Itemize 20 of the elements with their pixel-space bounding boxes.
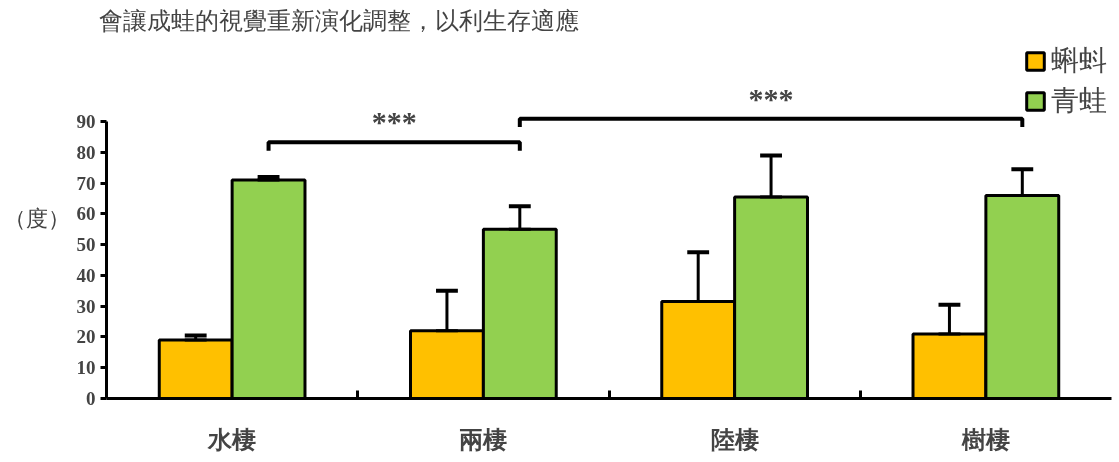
y-tick-label: 70 xyxy=(76,172,96,194)
x-tick-label: 兩棲 xyxy=(459,426,508,453)
chart-title: 會讓成蛙的視覺重新演化調整，以利生存適應 xyxy=(98,7,579,34)
y-tick-label: 20 xyxy=(76,326,96,348)
y-tick-label: 80 xyxy=(76,141,96,163)
text: *** xyxy=(748,81,794,115)
legend-label: 青蛙 xyxy=(1051,84,1107,118)
legend-label: 蝌蚪 xyxy=(1051,44,1107,78)
y-tick-label: 30 xyxy=(76,295,96,317)
y-tick-label: 90 xyxy=(76,111,96,133)
y-axis-title: （度） xyxy=(3,206,70,231)
y-tick-label: 50 xyxy=(76,234,96,256)
y-tick-label: 40 xyxy=(76,264,96,286)
y-tick-label: 60 xyxy=(76,203,96,225)
annotation: *** xyxy=(371,105,417,139)
x-tick-label: 水棲 xyxy=(207,426,257,453)
y-tick-label: 10 xyxy=(76,357,96,379)
x-tick-label: 樹棲 xyxy=(960,426,1010,453)
x-tick-label: 陸棲 xyxy=(710,426,759,453)
y-tick-label: 0 xyxy=(86,388,96,409)
